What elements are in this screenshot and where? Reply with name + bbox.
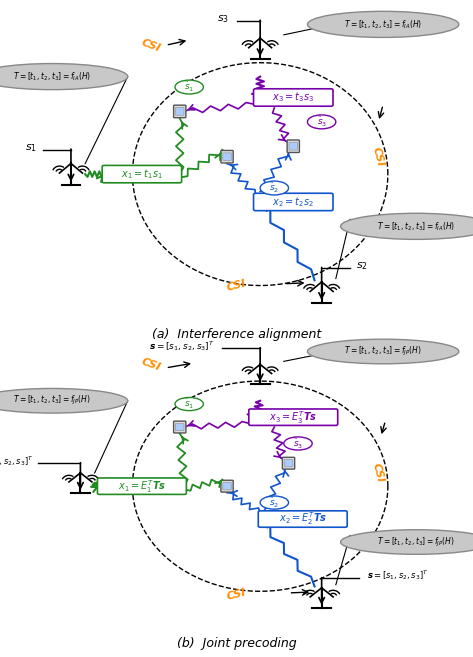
FancyBboxPatch shape	[223, 153, 231, 160]
Text: $T{=}[t_1,t_2,t_3]{=}f_{IA}(H)$: $T{=}[t_1,t_2,t_3]{=}f_{IA}(H)$	[13, 70, 91, 83]
Text: CSI: CSI	[371, 146, 386, 168]
FancyBboxPatch shape	[287, 140, 299, 152]
Text: $T{=}[t_1,t_2,t_3]{=}f_{JP}(H)$: $T{=}[t_1,t_2,t_3]{=}f_{JP}(H)$	[377, 535, 455, 549]
Text: CSI: CSI	[226, 278, 247, 293]
Ellipse shape	[260, 181, 289, 195]
Text: (b)  Joint precoding: (b) Joint precoding	[177, 637, 296, 650]
Text: $x_3{=}E_3^T\boldsymbol{T}\boldsymbol{s}$: $x_3{=}E_3^T\boldsymbol{T}\boldsymbol{s}…	[269, 409, 317, 426]
Text: $x_1{=}E_1^T\boldsymbol{T}\boldsymbol{s}$: $x_1{=}E_1^T\boldsymbol{T}\boldsymbol{s}…	[118, 478, 166, 495]
FancyBboxPatch shape	[221, 480, 233, 492]
Text: $\boldsymbol{s}{=}[s_1,s_2,s_3]^T$: $\boldsymbol{s}{=}[s_1,s_2,s_3]^T$	[367, 568, 428, 583]
Text: CSI: CSI	[140, 357, 162, 373]
Text: CSI: CSI	[226, 587, 247, 602]
Text: $T{=}[t_1,t_2,t_3]{=}f_{JP}(H)$: $T{=}[t_1,t_2,t_3]{=}f_{JP}(H)$	[344, 345, 422, 358]
Text: $x_3{=}t_3 s_3$: $x_3{=}t_3 s_3$	[272, 91, 314, 104]
Text: $T{=}[t_1,t_2,t_3]{=}f_{JP}(H)$: $T{=}[t_1,t_2,t_3]{=}f_{JP}(H)$	[13, 394, 91, 407]
Text: $x_2{=}t_2 s_2$: $x_2{=}t_2 s_2$	[272, 195, 314, 209]
Text: $\hat{s}_1$: $\hat{s}_1$	[184, 397, 194, 411]
Text: (a)  Interference alignment: (a) Interference alignment	[152, 328, 321, 341]
Ellipse shape	[284, 437, 312, 450]
Ellipse shape	[0, 64, 128, 89]
Text: $\hat{s}_1$: $\hat{s}_1$	[184, 80, 194, 94]
Ellipse shape	[175, 80, 203, 94]
Text: $T{=}[t_1,t_2,t_3]{=}f_{IA}(H)$: $T{=}[t_1,t_2,t_3]{=}f_{IA}(H)$	[344, 18, 422, 31]
FancyBboxPatch shape	[221, 150, 233, 163]
Text: $T{=}[t_1,t_2,t_3]{=}f_{IA}(H)$: $T{=}[t_1,t_2,t_3]{=}f_{IA}(H)$	[377, 220, 455, 233]
FancyBboxPatch shape	[175, 108, 184, 115]
Ellipse shape	[175, 397, 203, 411]
FancyBboxPatch shape	[223, 482, 231, 490]
FancyBboxPatch shape	[254, 193, 333, 211]
Ellipse shape	[341, 214, 473, 239]
FancyBboxPatch shape	[174, 421, 186, 433]
Text: CSI: CSI	[140, 37, 162, 53]
FancyBboxPatch shape	[249, 409, 338, 426]
Text: $\hat{s}_3$: $\hat{s}_3$	[316, 115, 327, 129]
Text: $\hat{s}_3$: $\hat{s}_3$	[293, 436, 303, 451]
FancyBboxPatch shape	[175, 424, 184, 431]
Text: $s_3$: $s_3$	[218, 13, 229, 25]
Ellipse shape	[0, 388, 128, 413]
Ellipse shape	[307, 339, 459, 364]
Text: $x_1{=}t_1 s_1$: $x_1{=}t_1 s_1$	[121, 167, 163, 181]
FancyBboxPatch shape	[284, 460, 293, 466]
FancyBboxPatch shape	[254, 89, 333, 106]
Text: $\boldsymbol{s}{=}[s_1,s_2,s_3]^T$: $\boldsymbol{s}{=}[s_1,s_2,s_3]^T$	[0, 453, 33, 468]
Text: $\hat{s}_2$: $\hat{s}_2$	[269, 181, 280, 195]
FancyBboxPatch shape	[258, 511, 347, 527]
Ellipse shape	[341, 530, 473, 555]
Ellipse shape	[260, 496, 289, 509]
Ellipse shape	[307, 115, 336, 129]
Text: $s_2$: $s_2$	[356, 260, 368, 272]
FancyBboxPatch shape	[102, 166, 182, 183]
Text: CSI: CSI	[371, 462, 386, 484]
FancyBboxPatch shape	[174, 105, 186, 118]
Ellipse shape	[307, 11, 459, 37]
Text: $\hat{s}_2$: $\hat{s}_2$	[269, 495, 280, 510]
FancyBboxPatch shape	[289, 143, 298, 150]
FancyBboxPatch shape	[282, 457, 295, 469]
FancyBboxPatch shape	[97, 478, 186, 494]
Text: $x_2{=}E_2^T\boldsymbol{T}\boldsymbol{s}$: $x_2{=}E_2^T\boldsymbol{T}\boldsymbol{s}…	[279, 510, 327, 528]
Text: $s_1$: $s_1$	[25, 142, 37, 154]
Text: $\boldsymbol{s}{=}[s_1,s_2,s_3]^T$: $\boldsymbol{s}{=}[s_1,s_2,s_3]^T$	[149, 338, 215, 353]
